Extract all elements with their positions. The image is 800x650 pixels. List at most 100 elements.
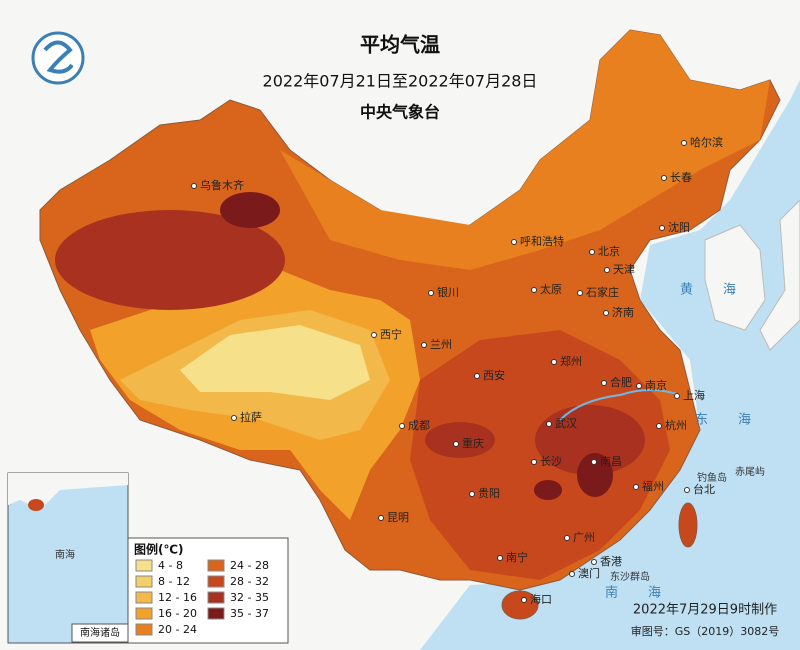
- city-dot: [191, 183, 197, 189]
- city-dot: [656, 423, 662, 429]
- legend-swatch: [207, 575, 225, 588]
- city-label: 石家庄: [586, 285, 619, 299]
- legend-label: 12 - 16: [158, 591, 197, 604]
- city-dot: [399, 423, 405, 429]
- legend-swatch: [207, 591, 225, 604]
- legend-label: 8 - 12: [158, 575, 190, 588]
- city-dot: [474, 373, 480, 379]
- temp-zone: [410, 330, 670, 580]
- city-label: 福州: [642, 479, 664, 493]
- city-label: 银川: [437, 285, 459, 299]
- temp-zone: [534, 480, 562, 500]
- city-label: 太原: [540, 283, 562, 296]
- city-dot: [231, 415, 237, 421]
- legend-label: 20 - 24: [158, 623, 197, 636]
- sea-area: [420, 0, 800, 650]
- sea-label: 黄海: [680, 283, 766, 298]
- legend-label: 4 - 8: [158, 559, 183, 572]
- city-dot: [589, 249, 595, 255]
- city-dot: [564, 535, 570, 541]
- city-label: 哈尔滨: [690, 135, 723, 149]
- city-dot: [601, 380, 607, 386]
- city-dot: [604, 267, 610, 273]
- title: 平均气温: [360, 33, 440, 57]
- temp-zone: [55, 210, 285, 310]
- city-dot: [659, 225, 665, 231]
- city-dot: [421, 342, 427, 348]
- city-label: 上海: [683, 388, 705, 402]
- city-dot: [531, 459, 537, 465]
- legend-swatch: [135, 623, 153, 636]
- city-dot: [633, 484, 639, 490]
- city-dot: [469, 491, 475, 497]
- city-dot: [636, 383, 642, 389]
- city-dot: [577, 290, 583, 296]
- city-label: 昆明: [387, 511, 409, 524]
- city-label: 沈阳: [668, 220, 690, 234]
- city-label: 海口: [530, 592, 552, 606]
- city-label: 济南: [612, 305, 634, 319]
- city-label: 南京: [645, 378, 667, 392]
- city-dot: [371, 332, 377, 338]
- legend-swatch: [135, 575, 153, 588]
- city-dot: [591, 459, 597, 465]
- legend-title: 图例(℃): [134, 542, 184, 557]
- city-dot: [591, 559, 597, 565]
- inset-sea: 南海: [55, 548, 75, 561]
- neighbor-land: [704, 224, 766, 331]
- city-label: 贵阳: [478, 487, 500, 500]
- legend-swatch: [135, 591, 153, 604]
- legend-box: [127, 537, 289, 644]
- city-label: 北京: [598, 244, 620, 258]
- city-dot: [497, 555, 503, 561]
- city-dot: [511, 239, 517, 245]
- city-label: 南昌: [600, 455, 622, 468]
- city-label: 澳门: [578, 566, 600, 580]
- legend-label: 28 - 32: [230, 575, 269, 588]
- city-label: 香港: [600, 555, 622, 568]
- city-dot: [453, 441, 459, 447]
- logo: [31, 31, 85, 85]
- city-label: 武汉: [555, 417, 577, 430]
- temp-zone: [535, 405, 645, 475]
- city-label: 长春: [670, 171, 692, 184]
- hainan: [501, 590, 539, 620]
- river: [559, 389, 681, 421]
- neighbor-land: [759, 199, 800, 351]
- city-label: 拉萨: [240, 410, 262, 424]
- city-dot: [661, 175, 667, 181]
- city-dot: [603, 310, 609, 316]
- legend-swatch: [135, 607, 153, 620]
- city-label: 西安: [483, 368, 505, 382]
- legend-swatch: [207, 559, 225, 572]
- city-dot: [684, 487, 690, 493]
- city-dot: [551, 359, 557, 365]
- legend-label: 24 - 28: [230, 559, 269, 572]
- city-label: 成都: [408, 419, 430, 432]
- city-label: 台北: [693, 482, 715, 496]
- temp-zone: [280, 30, 770, 270]
- city-dot: [378, 515, 384, 521]
- sea-label: 南海: [605, 585, 691, 601]
- city-dot: [546, 421, 552, 427]
- taiwan: [678, 502, 698, 548]
- city-label: 南宁: [506, 550, 528, 564]
- city-dot: [674, 393, 680, 399]
- island-label: 东沙群岛: [610, 570, 650, 583]
- city-label: 郑州: [560, 354, 582, 368]
- temp-zone: [220, 192, 280, 228]
- sea-label: 东海: [695, 413, 781, 428]
- city-dot: [521, 597, 527, 603]
- legend-label: 32 - 35: [230, 591, 269, 604]
- temp-zone: [577, 453, 613, 497]
- city-label: 重庆: [462, 436, 484, 450]
- logo: [43, 40, 74, 74]
- city-label: 西宁: [380, 327, 402, 341]
- city-label: 天津: [613, 263, 635, 276]
- city-dot: [681, 140, 687, 146]
- legend-swatch: [207, 607, 225, 620]
- city-dot: [569, 571, 575, 577]
- island-label: 赤尾屿: [735, 466, 765, 478]
